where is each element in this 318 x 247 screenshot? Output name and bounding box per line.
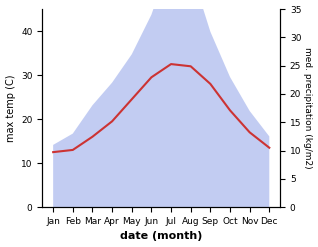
- X-axis label: date (month): date (month): [120, 231, 203, 242]
- Y-axis label: max temp (C): max temp (C): [5, 74, 16, 142]
- Y-axis label: med. precipitation (kg/m2): med. precipitation (kg/m2): [303, 47, 313, 169]
